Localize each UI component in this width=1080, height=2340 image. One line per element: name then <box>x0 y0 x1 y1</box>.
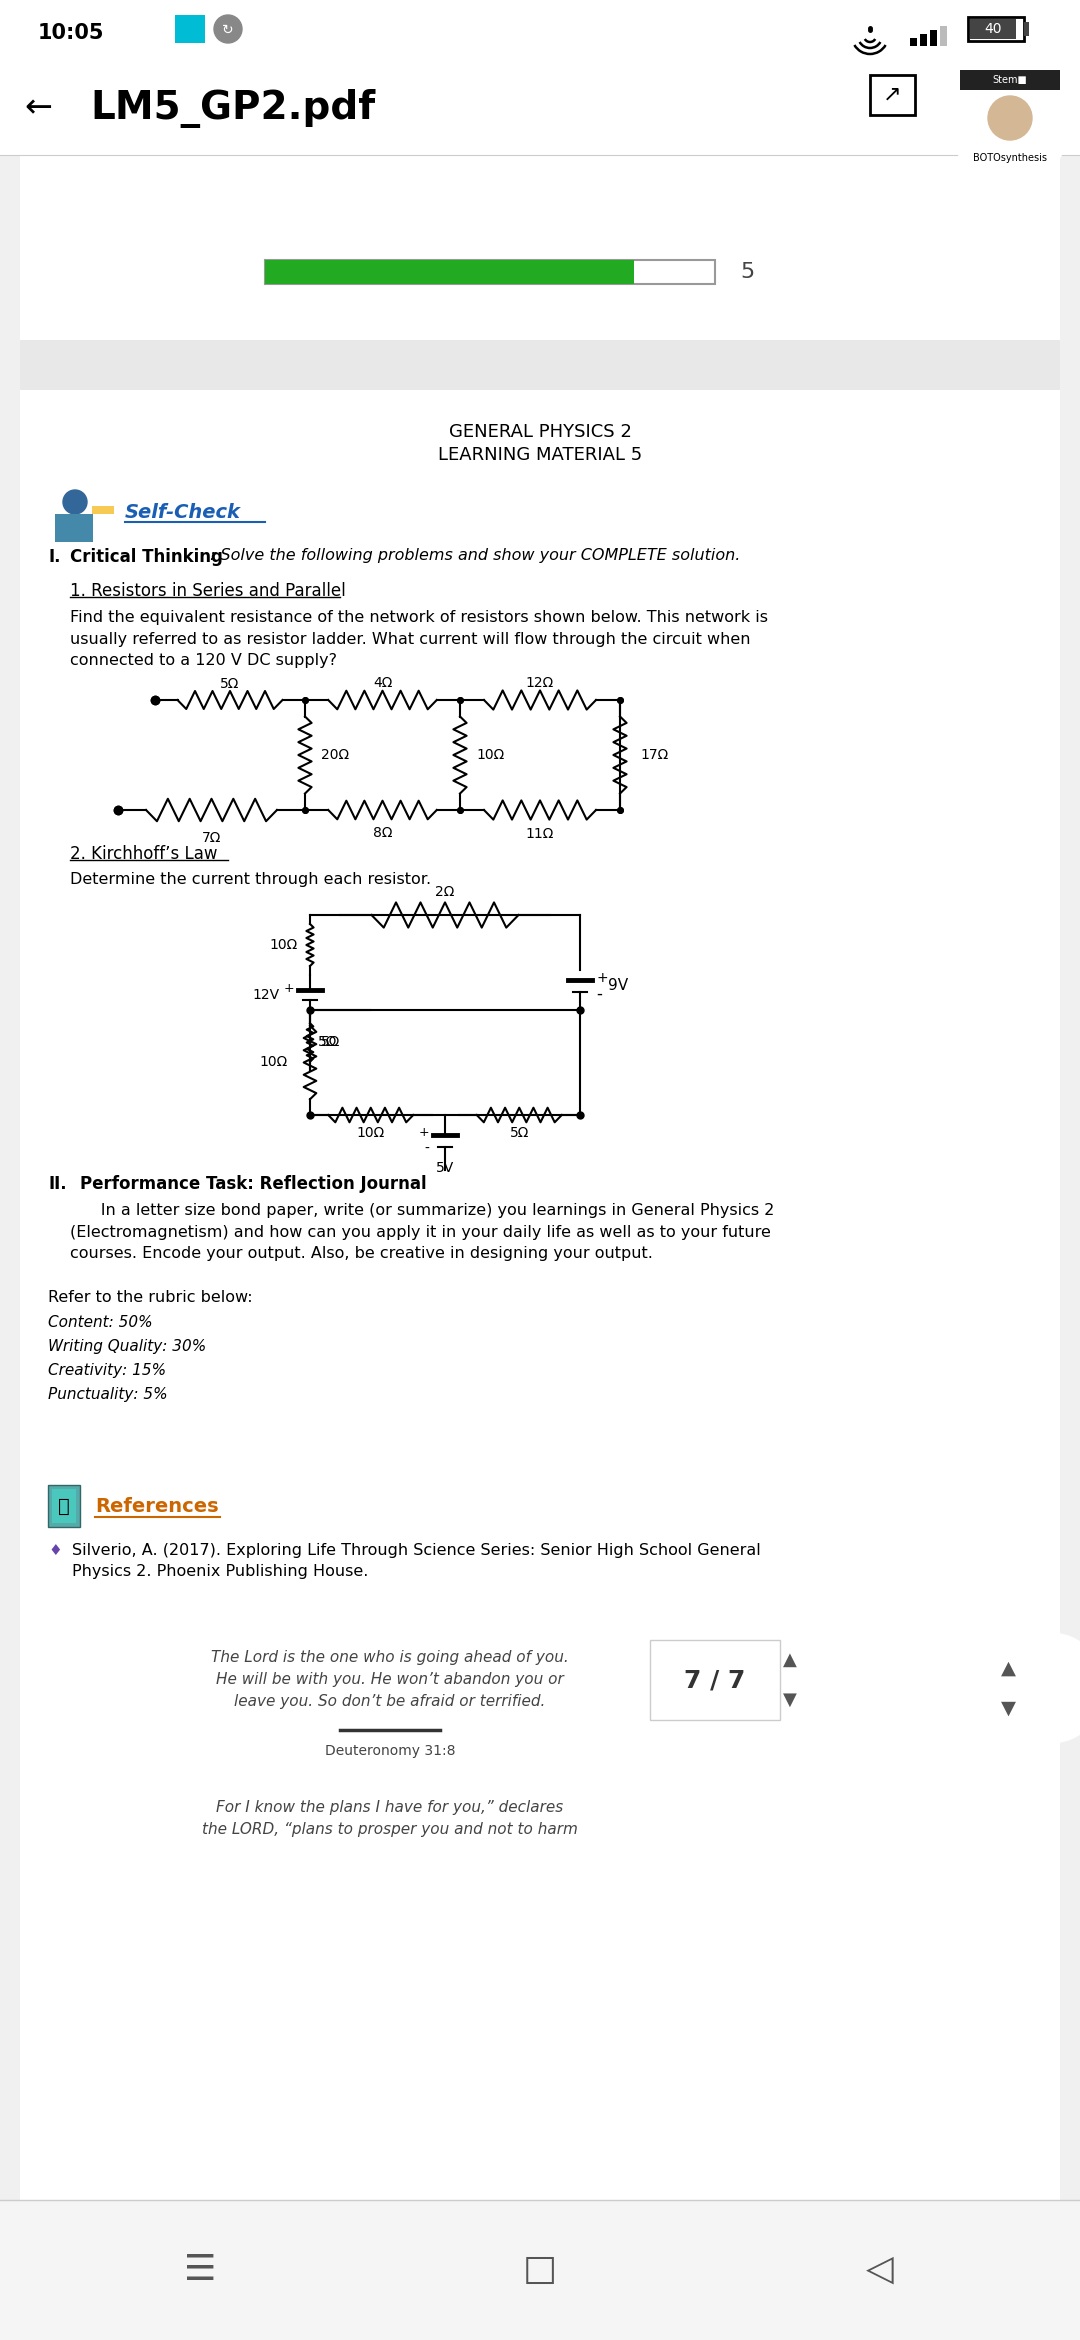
Text: ▲: ▲ <box>1000 1659 1015 1678</box>
Text: The Lord is the one who is going ahead of you.: The Lord is the one who is going ahead o… <box>211 1650 569 1666</box>
Bar <box>0 2200 1080 2340</box>
Text: Creativity: 15%: Creativity: 15% <box>48 1362 166 1378</box>
Bar <box>265 260 634 283</box>
Circle shape <box>63 489 87 515</box>
Bar <box>960 70 1059 89</box>
Bar <box>265 260 715 283</box>
Bar <box>1024 21 1029 35</box>
Bar <box>940 26 947 47</box>
Text: BOTOsynthesis: BOTOsynthesis <box>973 152 1047 164</box>
Text: +: + <box>596 971 608 985</box>
Circle shape <box>988 96 1032 140</box>
Text: LM5_GP2.pdf: LM5_GP2.pdf <box>90 89 375 126</box>
Text: Performance Task: Reflection Journal: Performance Task: Reflection Journal <box>80 1175 427 1193</box>
Text: 12Ω: 12Ω <box>526 676 554 690</box>
Text: Content: 50%: Content: 50% <box>48 1315 152 1329</box>
Text: 7 / 7: 7 / 7 <box>685 1668 745 1692</box>
Text: 9V: 9V <box>608 978 629 994</box>
Bar <box>21 154 1059 339</box>
Circle shape <box>214 14 242 42</box>
Text: ▼: ▼ <box>1000 1699 1015 1718</box>
Text: He will be with you. He won’t abandon you or: He will be with you. He won’t abandon yo… <box>216 1673 564 1687</box>
Text: □: □ <box>523 2253 557 2286</box>
Text: Deuteronomy 31:8: Deuteronomy 31:8 <box>325 1743 456 1757</box>
Text: 12V: 12V <box>253 987 280 1002</box>
Text: LEARNING MATERIAL 5: LEARNING MATERIAL 5 <box>437 447 643 463</box>
Text: : Solve the following problems and show your COMPLETE solution.: : Solve the following problems and show … <box>210 548 741 564</box>
Text: 5Ω: 5Ω <box>220 676 240 690</box>
Text: Find the equivalent resistance of the network of resistors shown below. This net: Find the equivalent resistance of the ne… <box>70 611 768 669</box>
Text: Punctuality: 5%: Punctuality: 5% <box>48 1388 167 1402</box>
Text: GENERAL PHYSICS 2: GENERAL PHYSICS 2 <box>448 424 632 440</box>
Text: II.: II. <box>48 1175 67 1193</box>
Text: 17Ω: 17Ω <box>640 749 669 763</box>
Text: 8Ω: 8Ω <box>373 826 392 840</box>
Bar <box>968 16 1024 42</box>
Bar <box>920 35 927 47</box>
Text: ☰: ☰ <box>184 2253 216 2286</box>
Circle shape <box>995 1633 1080 1743</box>
Text: ↗: ↗ <box>882 84 902 105</box>
Text: leave you. So don’t be afraid or terrified.: leave you. So don’t be afraid or terrifi… <box>234 1694 545 1708</box>
Bar <box>48 1486 80 1528</box>
Text: 1. Resistors in Series and Parallel: 1. Resistors in Series and Parallel <box>70 583 346 599</box>
Text: the LORD, “plans to prosper you and not to harm: the LORD, “plans to prosper you and not … <box>202 1823 578 1837</box>
Text: -: - <box>424 1142 429 1156</box>
Text: ♦: ♦ <box>48 1542 62 1558</box>
Text: Writing Quality: 30%: Writing Quality: 30% <box>48 1338 206 1355</box>
Text: 40: 40 <box>984 21 1002 35</box>
Circle shape <box>951 70 1068 185</box>
Text: 2Ω: 2Ω <box>435 885 455 899</box>
Text: 10:05: 10:05 <box>38 23 105 42</box>
Text: Stem■: Stem■ <box>993 75 1027 84</box>
Text: 5Ω: 5Ω <box>319 1037 338 1051</box>
Text: 10Ω: 10Ω <box>476 749 504 763</box>
Text: 2. Kirchhoff’s Law: 2. Kirchhoff’s Law <box>70 845 217 863</box>
Bar <box>930 30 937 47</box>
Text: 20Ω: 20Ω <box>322 749 350 763</box>
Bar <box>21 391 1059 2200</box>
Text: ←: ← <box>24 91 52 124</box>
Text: 5: 5 <box>740 262 754 283</box>
Bar <box>0 0 1080 61</box>
Text: Critical Thinking: Critical Thinking <box>70 548 222 566</box>
Bar <box>910 37 917 47</box>
Bar <box>21 154 1059 2200</box>
Bar <box>92 505 114 515</box>
Text: 4Ω: 4Ω <box>373 676 392 690</box>
Text: -: - <box>596 985 602 1004</box>
Bar <box>970 19 1016 40</box>
Text: References: References <box>95 1498 218 1516</box>
Bar <box>48 1486 80 1528</box>
Text: Determine the current through each resistor.: Determine the current through each resis… <box>70 873 431 887</box>
Text: 10Ω: 10Ω <box>259 1055 288 1069</box>
Text: 10Ω: 10Ω <box>269 938 297 952</box>
Text: 10Ω: 10Ω <box>356 1126 384 1140</box>
Text: ▼: ▼ <box>783 1692 797 1708</box>
Text: 5Ω: 5Ω <box>321 1034 340 1048</box>
Bar <box>21 339 1059 391</box>
Text: 5Ω: 5Ω <box>510 1126 529 1140</box>
Bar <box>650 1640 780 1720</box>
Bar <box>0 61 1080 154</box>
Bar <box>52 1488 76 1523</box>
Text: 7Ω: 7Ω <box>202 831 221 845</box>
Text: Self-Check: Self-Check <box>125 503 241 522</box>
Text: Silverio, A. (2017). Exploring Life Through Science Series: Senior High School G: Silverio, A. (2017). Exploring Life Thro… <box>72 1542 760 1580</box>
Text: For I know the plans I have for you,” declares: For I know the plans I have for you,” de… <box>216 1799 564 1816</box>
Text: +: + <box>283 980 294 994</box>
Bar <box>175 14 205 42</box>
Text: +: + <box>418 1126 429 1140</box>
Text: In a letter size bond paper, write (or summarize) you learnings in General Physi: In a letter size bond paper, write (or s… <box>70 1203 774 1261</box>
Text: ↻: ↻ <box>222 23 233 37</box>
Bar <box>870 75 915 115</box>
Text: ◁: ◁ <box>866 2253 894 2286</box>
Text: 11Ω: 11Ω <box>526 826 554 840</box>
Text: 📖: 📖 <box>58 1498 70 1516</box>
Text: Refer to the rubric below:: Refer to the rubric below: <box>48 1289 253 1306</box>
Text: ▲: ▲ <box>783 1652 797 1668</box>
Bar <box>55 515 93 543</box>
Text: 5V: 5V <box>436 1161 454 1175</box>
Text: I.: I. <box>48 548 60 566</box>
